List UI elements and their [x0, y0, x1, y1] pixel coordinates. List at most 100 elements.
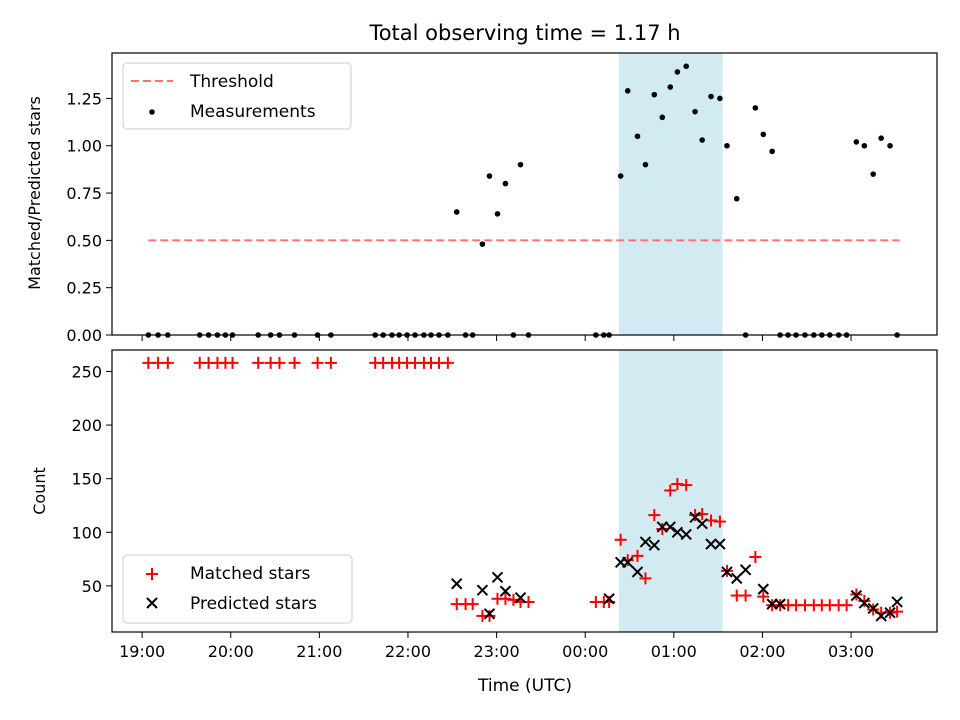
- predicted-stars-point: [499, 585, 512, 597]
- predicted-stars-legend-marker: [146, 597, 158, 609]
- matched-stars-point: [705, 514, 718, 527]
- predicted-stars-point: [639, 536, 652, 548]
- x-tick-label: 03:00: [828, 642, 874, 661]
- matched-stars-point: [757, 590, 770, 603]
- y-tick-label: 0.00: [66, 326, 102, 345]
- matched-stars-point: [161, 356, 174, 369]
- matched-stars-point: [441, 356, 454, 369]
- measurement-point: [870, 171, 876, 177]
- x-tick-label: 02:00: [739, 642, 785, 661]
- measurement-point: [479, 241, 486, 247]
- measurement-point: [494, 211, 501, 217]
- measurement-point: [717, 95, 723, 102]
- x-tick-label: 01:00: [651, 642, 697, 661]
- x-tick-label: 19:00: [119, 642, 165, 661]
- y-tick-label: 1.00: [66, 137, 102, 156]
- measurement-point: [887, 142, 893, 149]
- measurement-point: [642, 161, 649, 168]
- series-predicted-stars: [451, 511, 903, 622]
- matched-stars-point: [689, 509, 702, 522]
- x-tick-label: 20:00: [208, 642, 254, 661]
- predicted-stars-point: [774, 598, 786, 610]
- predicted-stars-point: [731, 572, 743, 585]
- predicted-stars-point: [680, 528, 692, 541]
- predicted-stars-point: [884, 606, 896, 619]
- predicted-stars-point: [491, 571, 504, 584]
- matched-stars-point: [252, 356, 265, 369]
- matched-stars-point: [273, 356, 286, 369]
- matched-stars-point: [614, 533, 627, 546]
- y-tick-label: 0.25: [66, 279, 102, 298]
- predicted-stars-point: [721, 566, 733, 578]
- predicted-stars-point: [714, 538, 726, 550]
- bottom-panel: 50 100 150 200 250 19:00 20:00 21:00 22:00 23:00 0…: [30, 349, 938, 696]
- predicted-stars-point: [603, 593, 615, 605]
- top-legend-box: [122, 62, 352, 130]
- measurement-point: [486, 173, 493, 179]
- observing-window-band: [618, 53, 723, 335]
- measurement-point: [699, 137, 705, 143]
- x-tick-label: 00:00: [562, 642, 608, 661]
- measurements-legend-marker: [149, 109, 155, 115]
- predicted-stars-point: [648, 539, 661, 551]
- predicted-stars-point: [875, 610, 887, 622]
- series-matched-stars: [142, 356, 904, 622]
- bottom-plot-frame: [111, 349, 938, 633]
- measurement-point: [692, 108, 698, 115]
- matched-stars-point: [739, 589, 752, 602]
- predicted-stars-point: [514, 591, 527, 604]
- x-tick-label: 23:00: [474, 642, 520, 661]
- measurement-point: [769, 148, 775, 155]
- measurement-point: [708, 93, 714, 100]
- measurement-point: [453, 209, 460, 215]
- threshold-legend-label: Threshold: [189, 72, 274, 92]
- matched-stars-point: [680, 479, 693, 492]
- top-panel: 0.00 0.25 0.50 0.75 1.00 1.25 Matched/Predict…: [25, 52, 938, 345]
- matched-stars-point: [466, 598, 479, 611]
- y-tick-label: 1.25: [66, 89, 102, 108]
- matched-stars-point: [226, 356, 239, 369]
- matched-stars-point: [656, 523, 669, 536]
- predicted-stars-point: [664, 521, 676, 533]
- matched-stars-point: [749, 550, 762, 563]
- measurement-point: [634, 133, 641, 140]
- y-tick-label: 0.50: [66, 231, 102, 250]
- predicted-stars-point: [671, 526, 684, 538]
- matched-stars-legend-label: Matched stars: [190, 564, 310, 584]
- matched-stars-point: [483, 609, 496, 622]
- predicted-stars-point: [757, 583, 770, 595]
- measurement-point: [517, 161, 524, 168]
- matched-stars-point: [288, 356, 301, 369]
- predicted-stars-point: [739, 564, 752, 576]
- matched-stars-point: [639, 572, 652, 585]
- predicted-stars-point: [451, 578, 463, 590]
- matched-stars-point: [499, 592, 512, 605]
- y-tick-label: 50: [82, 577, 102, 596]
- measurement-point: [502, 180, 509, 187]
- measurement-point: [752, 105, 759, 111]
- chart-title: Total observing time = 1.17 h: [368, 21, 680, 45]
- matched-stars-point: [671, 478, 684, 491]
- measurement-point: [617, 173, 624, 179]
- measurement-point: [667, 84, 674, 90]
- bottom-y-axis-label: Count: [30, 467, 49, 515]
- predicted-stars-point: [631, 566, 644, 578]
- top-plot-frame: [111, 52, 938, 336]
- measurement-point: [683, 63, 690, 70]
- measurement-point: [733, 195, 740, 202]
- x-tick-label: 21:00: [296, 642, 342, 661]
- matched-stars-legend-marker: [146, 568, 158, 580]
- measurement-point: [760, 131, 767, 138]
- measurements-legend-label: Measurements: [190, 102, 316, 122]
- predicted-stars-point: [622, 556, 634, 569]
- predicted-stars-point: [891, 596, 903, 608]
- matched-stars-point: [840, 599, 853, 612]
- matched-stars-point: [891, 605, 904, 618]
- measurement-point: [724, 142, 730, 149]
- y-tick-label: 100: [71, 523, 102, 542]
- predicted-stars-point: [705, 538, 717, 550]
- measurement-point: [853, 139, 860, 145]
- matched-stars-point: [713, 515, 726, 528]
- measurement-point: [659, 114, 666, 121]
